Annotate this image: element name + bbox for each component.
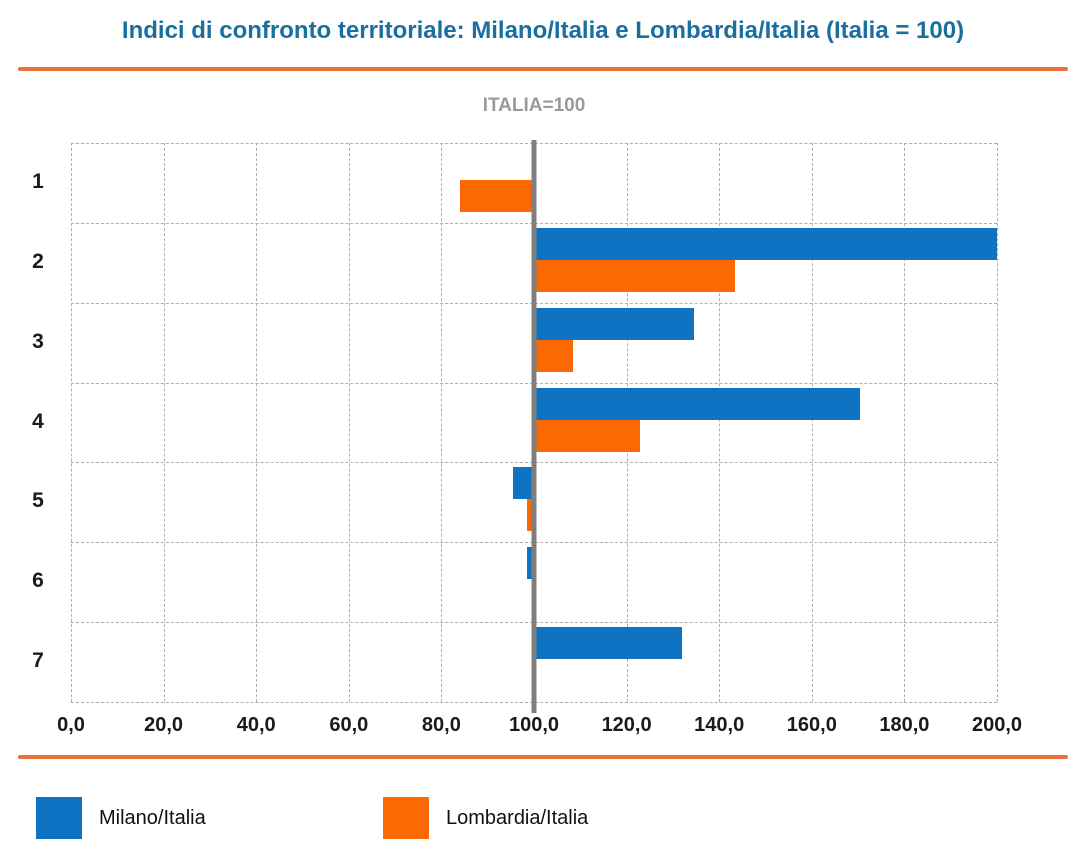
gridline-vertical [719, 143, 721, 702]
gridline-vertical [997, 143, 998, 702]
x-tick-label: 0,0 [57, 714, 85, 736]
bar-lombardia-italia-cat-3 [534, 339, 574, 372]
chart-subtitle: ITALIA=100 [482, 95, 586, 116]
category-label-6: 6 [32, 569, 44, 593]
category-label-2: 2 [32, 249, 44, 273]
gridline-vertical [904, 143, 906, 702]
bar-lombardia-italia-cat-2 [534, 259, 736, 292]
category-label-3: 3 [32, 329, 44, 353]
legend-item-lombardia: Lombardia/Italia [383, 797, 588, 839]
bar-milano-italia-cat-6 [527, 547, 534, 580]
legend-label-lombardia: Lombardia/Italia [446, 806, 589, 829]
gridline-vertical [71, 143, 72, 702]
x-axis-tick-labels: 0,0 20,0 40,0 60,0 80,0 100,0 120,0 140,0 160,0 1… [57, 714, 1022, 742]
category-label-1: 1 [32, 169, 44, 193]
x-tick-label: 100,0 [508, 714, 560, 736]
legend-swatch-milano-icon [36, 797, 82, 839]
bar-lombardia-italia-cat-1 [459, 180, 534, 212]
x-tick-label: 120,0 [601, 714, 652, 736]
x-tick-label: 40,0 [236, 714, 276, 736]
bar-milano-italia-cat-3 [534, 307, 694, 340]
gridline-vertical [163, 143, 165, 702]
gridline-vertical [441, 143, 443, 702]
x-tick-label: 80,0 [421, 714, 461, 736]
bar-milano-italia-cat-2 [534, 227, 997, 260]
chart-title: Indici di confronto territoriale: Milano… [121, 17, 965, 44]
bar-lombardia-italia-cat-4 [534, 419, 641, 452]
x-tick-label: 160,0 [786, 714, 837, 736]
legend-swatch-lombardia-icon [383, 797, 429, 839]
gridline-vertical [348, 143, 350, 702]
plot-area [71, 140, 998, 713]
x-tick-label: 200,0 [971, 714, 1023, 736]
bar-milano-italia-cat-7 [534, 627, 683, 660]
gridline-vertical [811, 143, 813, 702]
x-tick-label: 180,0 [879, 714, 930, 736]
bar-milano-italia-cat-5 [513, 467, 534, 500]
bar-lombardia-italia-cat-5 [527, 499, 534, 532]
category-label-5: 5 [32, 489, 44, 513]
bar-milano-italia-cat-4 [534, 387, 861, 420]
x-tick-label: 140,0 [694, 714, 745, 736]
category-axis-labels: 1 2 3 4 5 6 7 [20, 143, 56, 702]
gridline-vertical [256, 143, 258, 702]
reference-line-100 [531, 140, 537, 713]
legend-item-milano: Milano/Italia [36, 797, 206, 839]
x-tick-label: 60,0 [329, 714, 369, 736]
title-divider-line [18, 67, 1068, 71]
category-label-7: 7 [32, 649, 44, 673]
footer-divider-line [18, 755, 1068, 759]
x-tick-label: 20,0 [144, 714, 184, 736]
legend-label-milano: Milano/Italia [99, 806, 206, 829]
legend: Milano/Italia Lombardia/Italia [36, 797, 1036, 839]
category-label-4: 4 [32, 409, 44, 433]
